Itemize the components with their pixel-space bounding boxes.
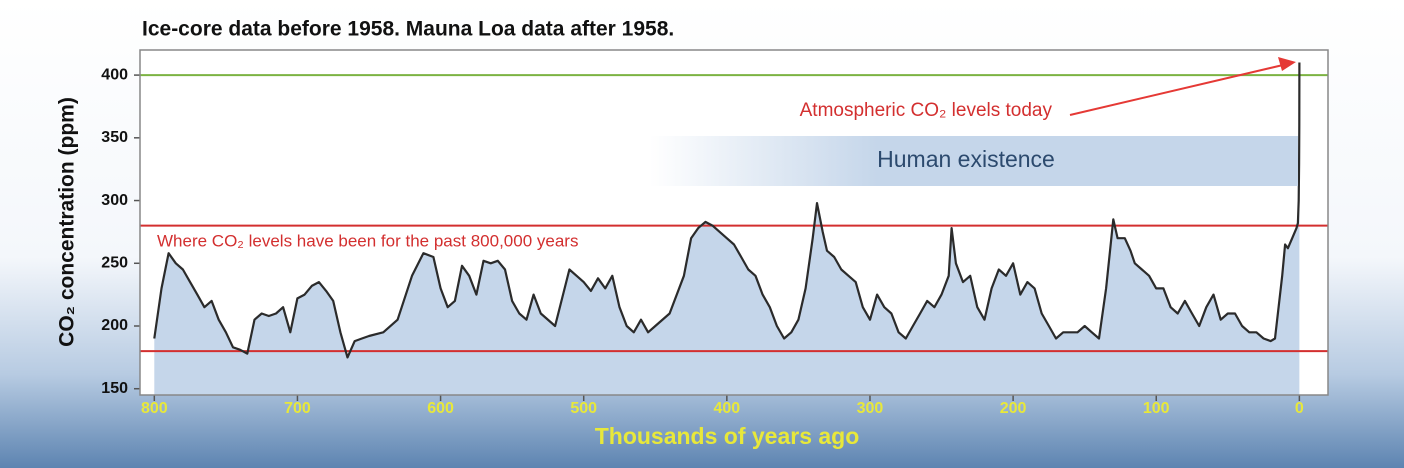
line: [153, 62, 1301, 359]
band-label: Human existence: [877, 146, 1055, 172]
y-tick-label: 250: [101, 254, 128, 271]
x-tick-label: 700: [284, 400, 311, 417]
y-tick-label: 200: [101, 317, 128, 334]
human-band: [650, 136, 1298, 186]
x-tick-label: 100: [1143, 400, 1170, 417]
annotation: Atmospheric CO₂ levels today: [800, 100, 1053, 121]
x-tick-label: 500: [570, 400, 597, 417]
arrow: [1069, 64, 1284, 116]
y-tick-label: 400: [101, 66, 128, 83]
x-tick-label: 800: [141, 400, 168, 417]
arrow-head: [1278, 57, 1296, 71]
y-axis-label: CO₂ concentration (ppm): [56, 97, 79, 347]
y-tick-label: 350: [101, 129, 128, 146]
x-tick-label: 600: [427, 400, 454, 417]
x-axis-label: Thousands of years ago: [595, 423, 860, 449]
x-tick-label: 0: [1295, 400, 1304, 417]
x-tick-label: 200: [1000, 400, 1027, 417]
chart-title: Ice-core data before 1958. Mauna Loa dat…: [142, 18, 674, 41]
area: [154, 62, 1300, 395]
plot-frame: [139, 49, 1329, 396]
y-tick-label: 300: [101, 192, 128, 209]
x-tick-label: 300: [857, 400, 884, 417]
y-tick-label: 150: [101, 380, 128, 397]
annotation: Where CO₂ levels have been for the past …: [157, 231, 578, 250]
x-tick-label: 400: [713, 400, 740, 417]
